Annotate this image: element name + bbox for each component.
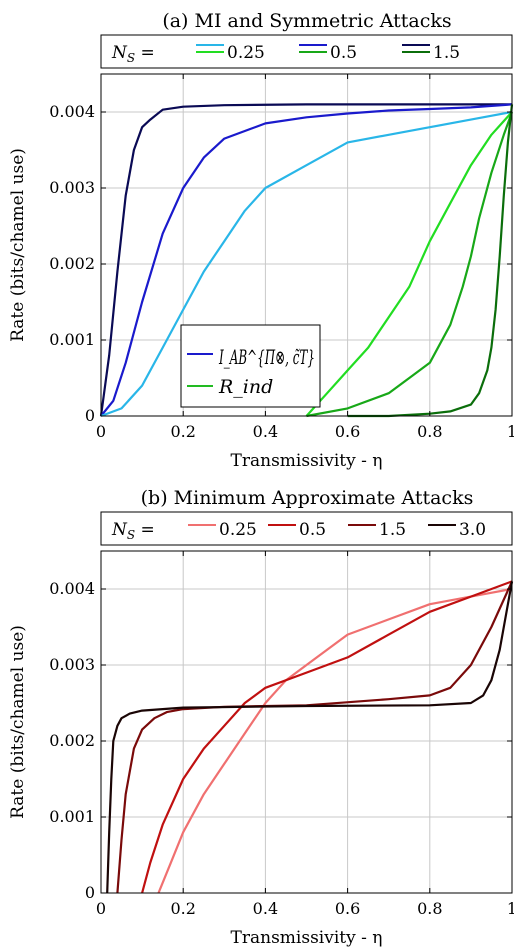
- chart-b-legend-label-2: 1.5: [379, 520, 406, 540]
- chart-a-series-line: [306, 111, 514, 418]
- chart-b-y-tick-label: 0.004: [49, 579, 95, 598]
- chart-a-x-tick-label: 1: [507, 422, 514, 441]
- chart-a-legend-label-2: 1.5: [433, 43, 460, 63]
- chart-b-panel: (b) Minimum Approximate Attacks NS = 0.25 0…: [8, 487, 514, 948]
- chart-a-y-tick-label: 0.002: [49, 254, 95, 273]
- chart-b-y-tick-label: 0.001: [49, 807, 95, 826]
- chart-b-y-tick-label: 0.003: [49, 655, 95, 674]
- chart-a-y-tick-label: 0.004: [49, 102, 95, 121]
- chart-a-panel: (a) MI and Symmetric Attacks NS = 0.25 0.5 1…: [8, 10, 514, 471]
- chart-a-inner-legend: I_AB^{Π⊗, c̃T} R_ind: [180, 324, 321, 408]
- chart-b-legend-label-0: 0.25: [219, 520, 257, 540]
- chart-b-x-tick-label: 0.8: [417, 899, 442, 918]
- chart-a-x-tick-label: 0.6: [335, 422, 360, 441]
- chart-b-x-tick-label: 0.4: [253, 899, 278, 918]
- chart-b-y-axis-label: Rate (bits/chamel use): [8, 625, 28, 819]
- chart-b-plot-frame: [100, 550, 513, 894]
- chart-b-legend-prefix: NS =: [111, 520, 155, 542]
- chart-b-x-tick-label: 0: [96, 899, 106, 918]
- chart-a-legend-label-0: 0.25: [227, 43, 265, 63]
- chart-a-plot-frame: [100, 73, 513, 417]
- chart-a-series-line: [100, 103, 513, 417]
- chart-a-x-axis-label: Transmissivity - η: [231, 451, 383, 471]
- chart-a-legend-prefix: NS =: [111, 43, 155, 65]
- chart-b-series-line: [141, 580, 513, 894]
- chart-b-x-tick-label: 0.6: [335, 899, 360, 918]
- chart-a-series-line: [305, 111, 513, 417]
- chart-b-title: (b) Minimum Approximate Attacks: [141, 487, 474, 509]
- chart-b-legend-label-1: 0.5: [299, 520, 326, 540]
- chart-b-series-line: [106, 581, 514, 894]
- chart-a-series-line: [99, 103, 512, 417]
- chart-b-legend-label-3: 3.0: [459, 520, 486, 540]
- chart-b-y-tick-label: 0.002: [49, 731, 95, 750]
- chart-a-legend-label-1: 0.5: [330, 43, 357, 63]
- chart-a-inner-legend-box: [180, 324, 321, 408]
- chart-b-top-legend-box: [100, 511, 513, 546]
- chart-a-inner-legend-label-1: R_ind: [218, 376, 273, 398]
- chart-a-y-tick-label: 0: [85, 406, 95, 425]
- chart-a-y-axis-label: Rate (bits/chamel use): [8, 148, 28, 342]
- chart-b-y-tick-label: 0: [85, 883, 95, 902]
- chart-a-title: (a) MI and Symmetric Attacks: [162, 10, 451, 32]
- chart-a-series-line: [100, 110, 513, 418]
- chart-a-x-tick-label: 0: [96, 422, 106, 441]
- chart-b-x-tick-label: 1: [507, 899, 514, 918]
- chart-b-x-axis-label: Transmissivity - η: [231, 928, 383, 948]
- chart-a-x-tick-label: 0.2: [170, 422, 195, 441]
- chart-a-inner-legend-label-0: I_AB^{Π⊗, c̃T}: [218, 345, 315, 369]
- chart-b-x-tick-label: 0.2: [170, 899, 195, 918]
- chart-a-y-tick-label: 0.003: [49, 178, 95, 197]
- chart-a-x-tick-label: 0.8: [417, 422, 442, 441]
- chart-a-x-tick-label: 0.4: [253, 422, 278, 441]
- chart-a-y-tick-label: 0.001: [49, 330, 95, 349]
